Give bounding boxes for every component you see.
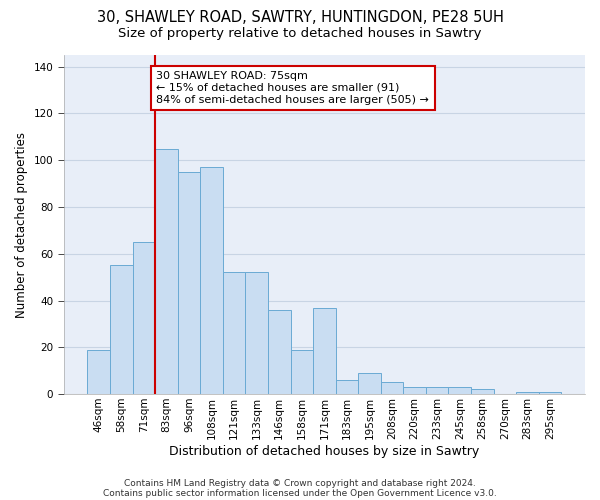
Bar xyxy=(471,390,494,394)
Bar xyxy=(178,172,200,394)
Bar xyxy=(448,387,471,394)
Bar xyxy=(381,382,403,394)
Bar xyxy=(426,387,448,394)
Bar xyxy=(88,350,110,394)
Bar xyxy=(110,266,133,394)
Text: Contains public sector information licensed under the Open Government Licence v3: Contains public sector information licen… xyxy=(103,488,497,498)
Bar xyxy=(335,380,358,394)
Bar xyxy=(358,373,381,394)
Bar xyxy=(290,350,313,394)
Bar xyxy=(155,148,178,394)
Bar xyxy=(268,310,290,394)
Bar xyxy=(403,387,426,394)
Text: 30 SHAWLEY ROAD: 75sqm
← 15% of detached houses are smaller (91)
84% of semi-det: 30 SHAWLEY ROAD: 75sqm ← 15% of detached… xyxy=(156,72,429,104)
Bar xyxy=(516,392,539,394)
Bar xyxy=(313,308,335,394)
Bar xyxy=(223,272,245,394)
Y-axis label: Number of detached properties: Number of detached properties xyxy=(15,132,28,318)
Text: Size of property relative to detached houses in Sawtry: Size of property relative to detached ho… xyxy=(118,28,482,40)
Bar xyxy=(539,392,562,394)
Bar xyxy=(245,272,268,394)
X-axis label: Distribution of detached houses by size in Sawtry: Distribution of detached houses by size … xyxy=(169,444,479,458)
Text: Contains HM Land Registry data © Crown copyright and database right 2024.: Contains HM Land Registry data © Crown c… xyxy=(124,478,476,488)
Text: 30, SHAWLEY ROAD, SAWTRY, HUNTINGDON, PE28 5UH: 30, SHAWLEY ROAD, SAWTRY, HUNTINGDON, PE… xyxy=(97,10,503,25)
Bar xyxy=(200,167,223,394)
Bar xyxy=(133,242,155,394)
